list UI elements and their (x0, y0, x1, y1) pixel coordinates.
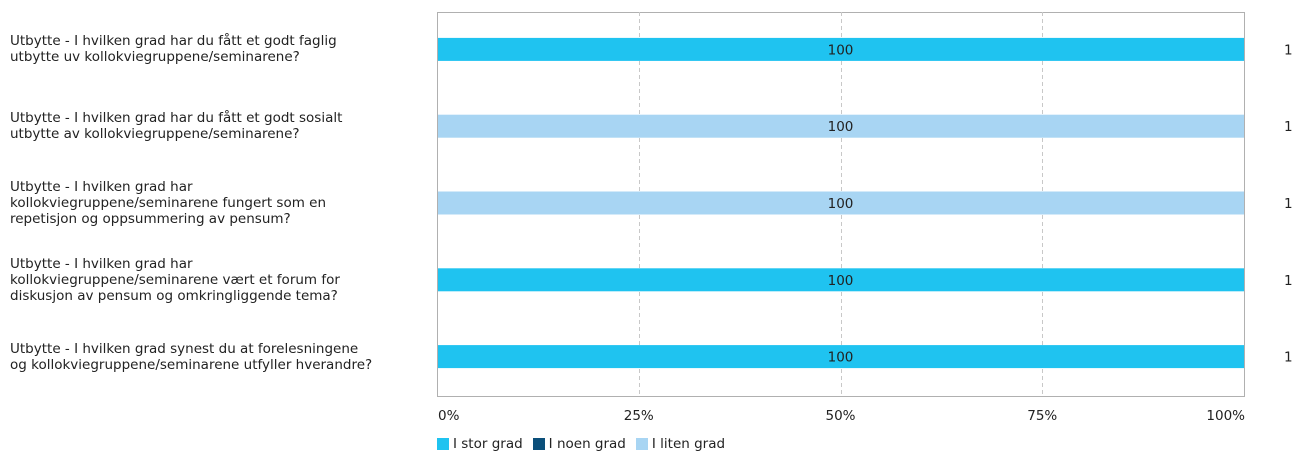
legend-swatch (532, 438, 545, 450)
bar-segment (438, 114, 1244, 138)
bar-value-label: 100 (828, 196, 854, 212)
category-label: Utbytte - I hvilken grad har kollokviegr… (10, 255, 340, 304)
bar-value-label: 100 (828, 119, 854, 135)
response-count: 1 (1284, 119, 1293, 135)
response-count: 1 (1284, 196, 1293, 212)
legend-item: I liten grad (635, 436, 726, 452)
x-tick-label: 0% (438, 408, 460, 424)
category-label: Utbytte - I hvilken grad synest du at fo… (10, 340, 373, 373)
legend-label: I noen grad (548, 436, 626, 452)
bar-value-label: 100 (828, 42, 854, 58)
category-label: Utbytte - I hvilken grad har du fått et … (10, 33, 337, 66)
bar-segment (438, 191, 1244, 215)
legend-swatch (635, 438, 648, 450)
legend-label: I stor grad (453, 436, 523, 452)
response-count: 1 (1284, 273, 1293, 289)
bar-value-label: 100 (828, 350, 854, 366)
legend: I stor grad I noen grad I liten grad (437, 436, 725, 452)
category-label: Utbytte - I hvilken grad har du fått et … (10, 110, 343, 143)
x-tick-label: 50% (825, 408, 855, 424)
x-tick-label: 75% (1027, 408, 1057, 424)
x-tick-label: 25% (624, 408, 654, 424)
x-tick-label: 100% (1206, 408, 1245, 424)
bar-segment (438, 37, 1244, 61)
category-label: Utbytte - I hvilken grad har kollokviegr… (10, 179, 327, 227)
legend-item: I stor grad (437, 436, 523, 452)
bar-value-label: 100 (828, 273, 854, 289)
legend-label: I liten grad (651, 436, 726, 452)
response-count: 1 (1284, 350, 1293, 366)
bar-segment (438, 345, 1244, 369)
legend-item: I noen grad (532, 436, 626, 452)
legend-swatch (437, 438, 449, 450)
bar-segment (438, 268, 1244, 292)
response-count: 1 (1284, 42, 1293, 58)
